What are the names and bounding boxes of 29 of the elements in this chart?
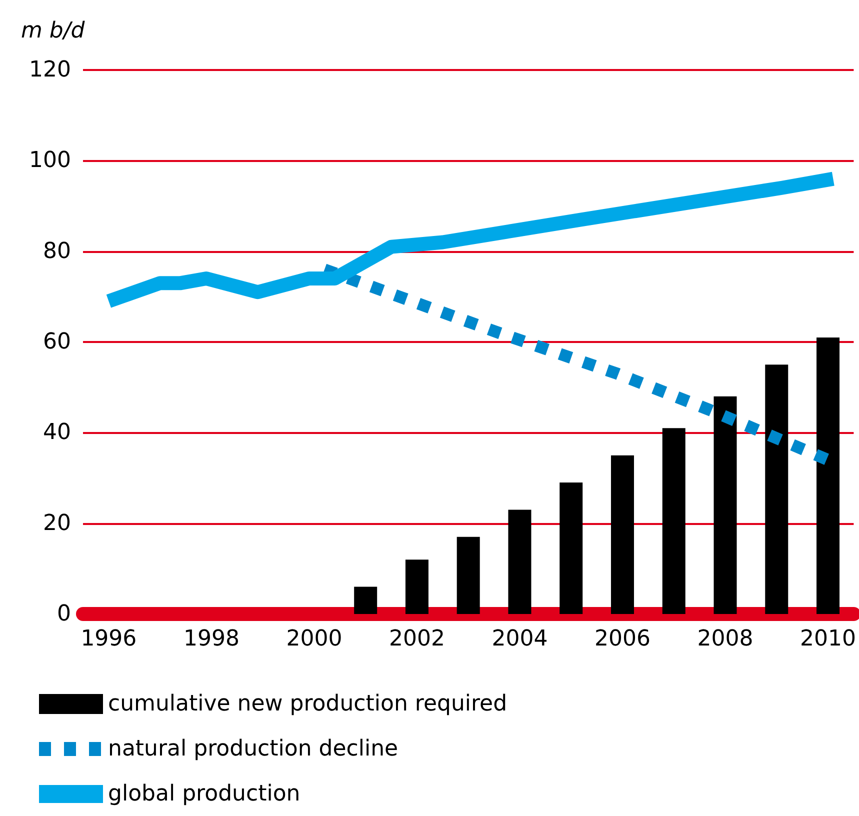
- bar: [714, 396, 737, 614]
- bar: [765, 364, 788, 614]
- x-tick-label: 2010: [800, 626, 856, 652]
- legend-label: cumulative new production required: [108, 692, 508, 716]
- bar: [508, 510, 532, 614]
- y-tick-label: 120: [29, 58, 71, 82]
- y-tick-label: 40: [43, 420, 71, 446]
- bar: [405, 560, 428, 614]
- x-tick-label: 2000: [286, 626, 342, 652]
- y-tick-label: 20: [43, 510, 71, 536]
- bar: [662, 428, 686, 614]
- y-tick-label: 60: [43, 330, 71, 354]
- legend-label: natural production decline: [108, 736, 398, 762]
- x-tick-label: 1996: [80, 626, 137, 652]
- y-tick-label: 80: [43, 238, 71, 264]
- x-tick-label: 2002: [388, 626, 445, 652]
- bar: [816, 337, 840, 614]
- legend-label: global production: [108, 782, 300, 806]
- x-tick-label: 1998: [183, 626, 240, 652]
- bar: [354, 586, 378, 614]
- bar: [610, 455, 634, 614]
- y-tick-label: 100: [29, 148, 71, 174]
- x-tick-label: 2008: [697, 626, 754, 652]
- bar: [456, 536, 480, 614]
- y-tick-label: 0: [57, 602, 71, 626]
- y-axis-title: m b/d: [21, 18, 86, 44]
- bar: [560, 482, 583, 614]
- x-tick-label: 2006: [594, 626, 650, 652]
- x-tick-label: 2004: [492, 626, 548, 652]
